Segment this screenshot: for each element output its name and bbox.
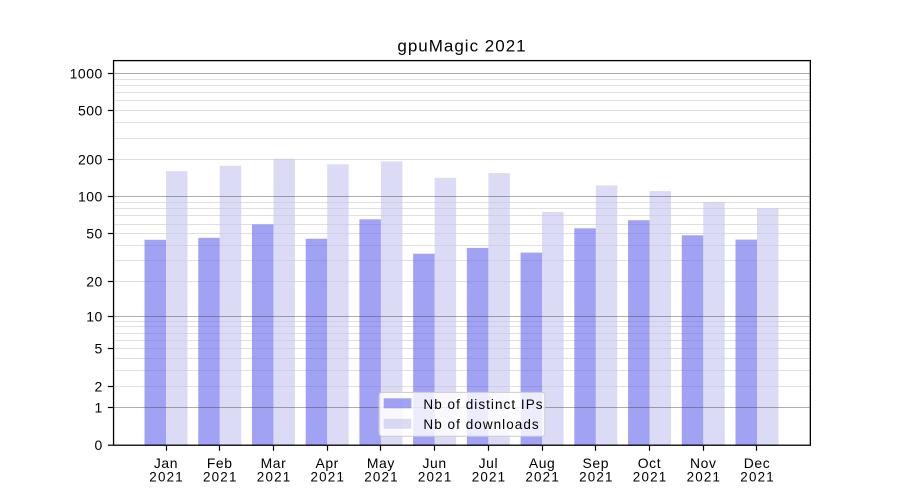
svg-text:2021: 2021 (633, 469, 668, 484)
svg-text:2021: 2021 (525, 469, 560, 484)
svg-text:Sep: Sep (583, 455, 610, 471)
svg-text:Oct: Oct (638, 455, 661, 471)
svg-text:gpuMagic 2021: gpuMagic 2021 (397, 37, 526, 56)
svg-text:2021: 2021 (364, 469, 399, 484)
svg-text:Nb of distinct IPs: Nb of distinct IPs (423, 397, 543, 412)
svg-text:2021: 2021 (203, 469, 238, 484)
svg-text:Jan: Jan (154, 455, 178, 471)
svg-text:2021: 2021 (149, 469, 184, 484)
svg-text:Mar: Mar (261, 455, 287, 471)
svg-text:May: May (367, 455, 395, 471)
svg-text:Nov: Nov (690, 455, 717, 471)
svg-text:2021: 2021 (418, 469, 453, 484)
svg-text:2021: 2021 (257, 469, 292, 484)
svg-text:2021: 2021 (311, 469, 346, 484)
svg-text:Dec: Dec (744, 455, 771, 471)
svg-text:Aug: Aug (529, 455, 556, 471)
svg-text:50: 50 (86, 225, 103, 241)
svg-text:200: 200 (78, 151, 103, 167)
svg-text:Apr: Apr (315, 455, 338, 471)
svg-text:0: 0 (95, 437, 103, 453)
svg-text:100: 100 (78, 188, 103, 204)
svg-text:Nb of downloads: Nb of downloads (423, 417, 539, 432)
svg-text:2021: 2021 (579, 469, 614, 484)
svg-text:10: 10 (86, 308, 103, 324)
svg-text:Feb: Feb (207, 455, 233, 471)
svg-text:20: 20 (86, 273, 103, 289)
svg-text:500: 500 (78, 102, 103, 118)
svg-text:2021: 2021 (687, 469, 722, 484)
svg-text:Jun: Jun (422, 455, 446, 471)
svg-text:1000: 1000 (70, 65, 103, 81)
svg-text:2021: 2021 (472, 469, 507, 484)
svg-text:5: 5 (95, 340, 103, 356)
svg-text:2: 2 (95, 378, 103, 394)
svg-text:1: 1 (95, 399, 103, 415)
svg-text:Jul: Jul (479, 455, 499, 471)
svg-text:2021: 2021 (740, 469, 775, 484)
